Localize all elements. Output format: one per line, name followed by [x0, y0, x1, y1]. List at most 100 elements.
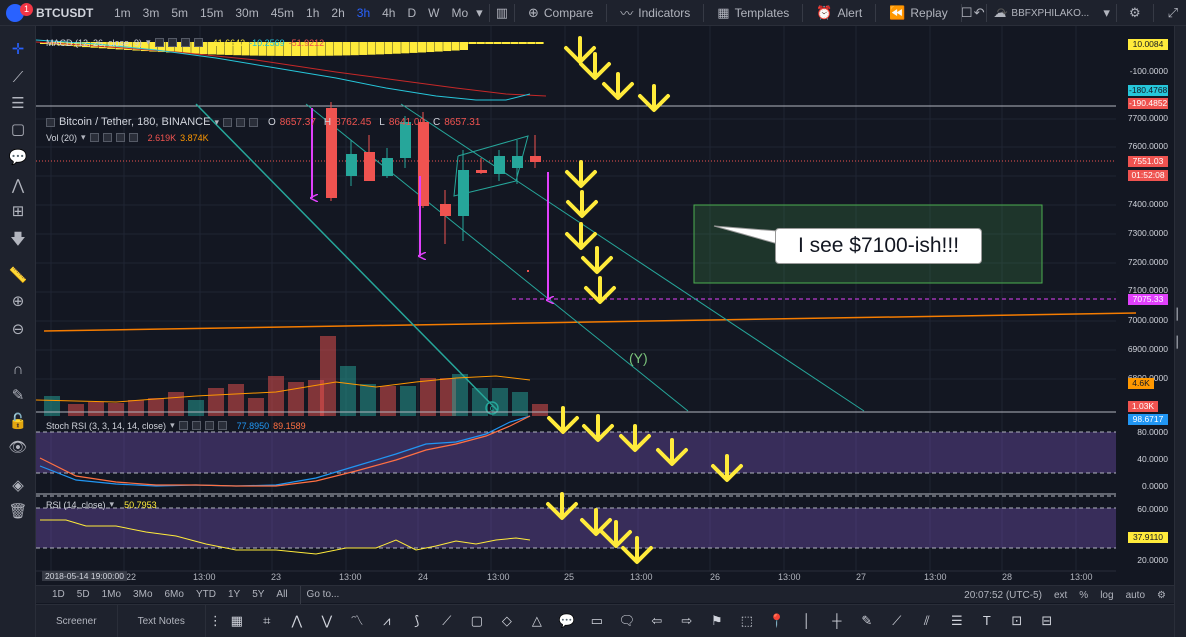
- rotated-rect-icon[interactable]: ◇: [501, 613, 512, 628]
- interval-2h[interactable]: 2h: [331, 5, 345, 20]
- chevron-down-icon[interactable]: ▾: [1103, 5, 1110, 20]
- rectangle-icon[interactable]: ▢: [10, 121, 26, 138]
- percent-toggle[interactable]: %: [1079, 589, 1089, 601]
- chevron-left-icon[interactable]: ▏: [1176, 309, 1186, 321]
- rectangle-tool-icon[interactable]: ▢: [470, 613, 483, 628]
- wave-y-label[interactable]: (Y): [629, 350, 648, 366]
- layers-icon[interactable]: ◈: [12, 477, 24, 494]
- range-ytd[interactable]: YTD: [195, 589, 216, 600]
- screener-tab[interactable]: Screener: [36, 604, 118, 637]
- range-1d[interactable]: 1D: [52, 589, 65, 600]
- projection-icon[interactable]: ⊞: [11, 203, 25, 220]
- callout-note[interactable]: I see $7100-ish!!!: [775, 228, 982, 264]
- pair-label[interactable]: Bitcoin / Tether, 180, BINANCE: [59, 116, 211, 128]
- crosshair-icon[interactable]: ✛: [11, 41, 25, 58]
- interval-4h[interactable]: 4h: [382, 5, 396, 20]
- xabcd-pattern-icon[interactable]: ⋀: [291, 613, 303, 628]
- macd-label[interactable]: MACD (12, 26, close, 9): [46, 37, 143, 48]
- gear-icon[interactable]: ⚙: [1157, 589, 1166, 601]
- arrow-down-icon[interactable]: 🡇: [10, 231, 26, 248]
- close-toggle[interactable]: [248, 117, 258, 127]
- interval-15m[interactable]: 15m: [200, 5, 224, 20]
- collapse-toggle[interactable]: [46, 117, 55, 127]
- measure-icon[interactable]: ⊡: [1011, 613, 1023, 628]
- trend-line-icon[interactable]: ⟋: [12, 69, 24, 86]
- elliott-wave-icon[interactable]: ⩘: [383, 613, 391, 628]
- close-toggle[interactable]: [204, 421, 214, 430]
- user-account[interactable]: BBFXPHILAKO...: [1011, 7, 1090, 19]
- eye-icon[interactable]: 👁: [8, 439, 28, 456]
- more-toggle[interactable]: [128, 133, 138, 142]
- forecast-icon[interactable]: ⊟: [1041, 613, 1053, 628]
- channel-line-b[interactable]: [400, 103, 865, 412]
- text-notes-tab[interactable]: Text Notes: [118, 604, 206, 637]
- ray-icon[interactable]: ⟋: [892, 613, 902, 628]
- pattern-icon[interactable]: ⋀: [11, 177, 25, 194]
- volume-label[interactable]: Vol (20): [46, 132, 78, 143]
- close-toggle[interactable]: [115, 133, 125, 142]
- chevron-down-icon[interactable]: ▾: [170, 420, 175, 430]
- interval-3m[interactable]: 3m: [142, 5, 160, 20]
- alert-button[interactable]: ⏰ Alert: [809, 5, 869, 21]
- range-5d[interactable]: 5D: [76, 589, 90, 600]
- fullscreen-icon[interactable]: ⤢: [1167, 5, 1178, 20]
- eye-toggle[interactable]: [89, 133, 99, 142]
- zigzag-icon[interactable]: ⟆: [414, 613, 420, 628]
- ruler-icon[interactable]: 📏: [8, 267, 28, 284]
- range-3mo[interactable]: 3Mo: [133, 589, 153, 600]
- interval-Mo[interactable]: Mo: [451, 5, 469, 20]
- range-5y[interactable]: 5Y: [252, 589, 265, 600]
- auto-toggle[interactable]: auto: [1125, 589, 1146, 601]
- flag-icon[interactable]: ⚑: [711, 613, 723, 628]
- range-1y[interactable]: 1Y: [227, 589, 241, 600]
- interval-1h[interactable]: 1h: [306, 5, 320, 20]
- lock-icon[interactable]: 🔓: [8, 413, 28, 430]
- settings-toggle[interactable]: [167, 38, 177, 47]
- chevron-down-icon[interactable]: ▾: [146, 37, 151, 47]
- horizontal-lines-icon[interactable]: ☰: [11, 95, 25, 112]
- more-toggle[interactable]: [193, 38, 203, 47]
- user-icon[interactable]: ☁: [993, 5, 1007, 20]
- redo-icon[interactable]: ↷: [996, 4, 1008, 20]
- log-toggle[interactable]: log: [1100, 589, 1114, 601]
- compare-button[interactable]: ⊕ Compare: [521, 5, 600, 21]
- chevron-down-icon[interactable]: ▾: [214, 116, 219, 127]
- cross-line-icon[interactable]: ┼: [832, 613, 842, 628]
- interval-30m[interactable]: 30m: [235, 5, 259, 20]
- chevron-down-icon[interactable]: ▾: [81, 132, 86, 142]
- parallel-channel-icon[interactable]: ⫽: [923, 613, 930, 628]
- eye-toggle[interactable]: [222, 117, 232, 127]
- goto-button[interactable]: Go to...: [306, 589, 340, 600]
- support-trendline[interactable]: [43, 312, 1137, 332]
- eye-toggle[interactable]: [178, 421, 188, 430]
- range-6mo[interactable]: 6Mo: [164, 589, 184, 600]
- stoch-rsi-label[interactable]: Stoch RSI (3, 3, 14, 14, close): [46, 420, 167, 431]
- interval-D[interactable]: D: [407, 5, 417, 20]
- vertical-line-icon[interactable]: │: [802, 613, 811, 628]
- zoom-out-icon[interactable]: ⊖: [11, 321, 25, 338]
- pen-icon[interactable]: ✎: [861, 613, 873, 628]
- clock-label[interactable]: 20:07:52 (UTC-5): [964, 589, 1042, 601]
- balloon-tool-icon[interactable]: 🗨: [618, 613, 636, 628]
- settings-toggle[interactable]: [191, 421, 201, 430]
- interval-45m[interactable]: 45m: [270, 5, 295, 20]
- range-1mo[interactable]: 1Mo: [101, 589, 122, 600]
- symbol-search[interactable]: BTCUSDT: [36, 5, 94, 20]
- text-tool-icon[interactable]: T: [982, 613, 991, 628]
- more-toggle[interactable]: [217, 421, 227, 430]
- chevron-down-icon[interactable]: ▾: [109, 499, 115, 509]
- ext-toggle[interactable]: ext: [1053, 589, 1068, 601]
- close-toggle[interactable]: [180, 38, 190, 47]
- range-all[interactable]: All: [276, 589, 288, 600]
- eye-toggle[interactable]: [154, 38, 164, 47]
- pencil-lock-icon[interactable]: ✎: [11, 387, 25, 404]
- logo[interactable]: 1: [0, 0, 33, 26]
- undo-icon[interactable]: ↶: [973, 4, 985, 20]
- fib-icon[interactable]: ☰: [951, 613, 963, 628]
- replay-button[interactable]: ⏪ Replay: [882, 5, 955, 21]
- zoom-in-icon[interactable]: ⊕: [11, 293, 25, 310]
- triangle-tool-icon[interactable]: △: [531, 613, 542, 628]
- gear-icon[interactable]: ⚙: [1128, 5, 1141, 20]
- note-tool-icon[interactable]: ▭: [590, 613, 603, 628]
- channel-line-a[interactable]: [195, 103, 499, 412]
